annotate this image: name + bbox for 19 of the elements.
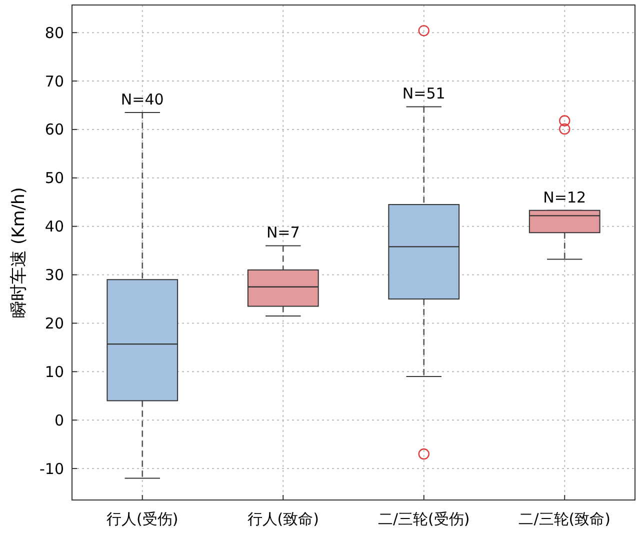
y-tick-label: 60 [44, 120, 64, 139]
y-tick-label: 70 [44, 72, 64, 90]
annotation: N=40 [120, 90, 164, 109]
x-tick-label: 行人(受伤) [106, 510, 178, 528]
y-tick-label: 50 [44, 169, 64, 188]
y-tick-label: 30 [44, 266, 64, 284]
x-tick-label: 二/三轮(受伤) [378, 510, 470, 528]
annotation: N=12 [543, 188, 586, 206]
y-tick-label: -10 [40, 460, 64, 478]
annotation: N=7 [266, 224, 300, 242]
annotation: N=51 [402, 84, 446, 103]
x-tick-label: 行人(致命) [247, 510, 319, 528]
y-tick-label: 20 [44, 314, 64, 332]
y-tick-label: 40 [44, 218, 64, 236]
y-tick-label: 80 [44, 24, 64, 42]
y-axis-title: 瞬时车速 (Km/h) [9, 187, 29, 318]
x-tick-label: 二/三轮(致命) [518, 510, 611, 528]
y-tick-label: 0 [54, 411, 64, 430]
y-tick-label: 10 [44, 362, 64, 381]
